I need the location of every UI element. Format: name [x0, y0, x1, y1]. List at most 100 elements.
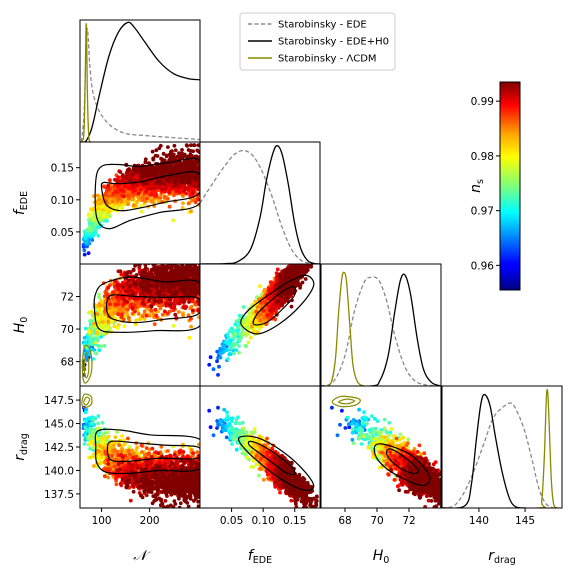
- scatter-point: [122, 194, 126, 199]
- scatter-point: [120, 312, 124, 317]
- scatter-point: [127, 270, 132, 274]
- scatter-point: [116, 298, 121, 302]
- scatter-point: [116, 194, 121, 198]
- scatter-point: [118, 188, 123, 192]
- scatter-point: [131, 267, 136, 272]
- scatter-point: [247, 310, 251, 315]
- scatter-point: [167, 274, 172, 279]
- scatter-point: [126, 315, 131, 320]
- scatter-point: [179, 180, 184, 184]
- scatter-point: [186, 258, 190, 262]
- scatter-point: [151, 248, 155, 252]
- scatter-point: [144, 286, 149, 290]
- scatter-point: [151, 156, 156, 161]
- scatter-point: [149, 186, 153, 191]
- scatter-point: [128, 178, 133, 183]
- scatter-point: [186, 313, 191, 317]
- scatter-point: [107, 299, 111, 304]
- scatter-point: [178, 253, 182, 257]
- scatter-point: [102, 185, 107, 190]
- scatter-point: [147, 298, 152, 302]
- scatter-point: [184, 253, 188, 257]
- scatter-point: [162, 164, 167, 168]
- scatter-point: [196, 308, 200, 313]
- scatter-point: [180, 176, 185, 180]
- scatter-point: [169, 256, 173, 260]
- scatter-point: [164, 259, 168, 263]
- scatter-point: [143, 264, 148, 267]
- scatter-point: [171, 268, 176, 273]
- scatter-point: [154, 180, 159, 185]
- scatter-point: [111, 290, 115, 295]
- scatter-point: [101, 208, 106, 213]
- scatter-point: [174, 259, 178, 263]
- scatter-point: [190, 244, 194, 248]
- scatter-point: [192, 290, 196, 295]
- scatter-point: [106, 183, 111, 188]
- scatter-point: [248, 318, 253, 322]
- scatter-point: [131, 197, 136, 201]
- scatter-panel-f-H: [207, 260, 314, 377]
- scatter-point: [170, 264, 174, 269]
- scatter-point: [173, 256, 177, 260]
- scatter-point: [189, 324, 194, 329]
- scatter-point: [136, 312, 141, 316]
- scatter-point: [271, 306, 276, 310]
- scatter-point: [122, 302, 126, 306]
- scatter-point: [124, 289, 128, 294]
- scatter-point: [163, 309, 167, 314]
- scatter-point: [91, 217, 96, 221]
- scatter-point: [158, 298, 163, 303]
- scatter-point: [91, 231, 96, 236]
- scatter-point: [149, 166, 154, 171]
- scatter-point: [188, 272, 192, 277]
- scatter-point: [166, 285, 171, 290]
- scatter-point: [192, 283, 196, 288]
- scatter-point: [100, 320, 104, 324]
- scatter-point: [194, 290, 199, 295]
- scatter-point: [115, 326, 120, 330]
- scatter-point: [167, 158, 172, 163]
- scatter-point: [167, 190, 172, 195]
- scatter-point: [102, 211, 107, 215]
- scatter-point: [227, 352, 232, 356]
- scatter-point: [173, 264, 177, 267]
- scatter-point: [196, 260, 200, 264]
- scatter-point: [197, 185, 200, 190]
- scatter-point: [162, 287, 167, 292]
- scatter-point: [234, 319, 239, 324]
- scatter-point: [135, 200, 140, 204]
- scatter-point: [188, 163, 192, 168]
- scatter-point: [218, 355, 223, 360]
- scatter-point: [97, 302, 102, 306]
- scatter-point: [97, 292, 101, 297]
- scatter-point: [233, 332, 237, 336]
- scatter-point: [185, 235, 189, 239]
- scatter-point: [197, 166, 200, 171]
- scatter-point: [88, 231, 92, 236]
- scatter-point: [98, 201, 102, 206]
- scatter-point: [283, 260, 287, 264]
- scatter-point: [121, 307, 126, 312]
- scatter-point: [276, 305, 281, 310]
- scatter-point: [89, 309, 94, 314]
- scatter-point: [182, 256, 186, 260]
- scatter-point: [177, 269, 182, 274]
- scatter-point: [180, 255, 184, 259]
- scatter-point: [96, 206, 101, 211]
- scatter-point: [105, 325, 110, 330]
- scatter-point: [190, 299, 195, 304]
- scatter-point: [193, 260, 197, 264]
- scatter-point: [97, 197, 102, 202]
- scatter-point: [237, 350, 241, 355]
- scatter-point: [97, 295, 101, 300]
- scatter-point: [166, 256, 170, 260]
- scatter-point: [121, 189, 126, 194]
- scatter-point: [134, 318, 139, 323]
- scatter-point: [265, 313, 270, 318]
- scatter-point: [166, 145, 170, 150]
- scatter-point: [187, 300, 191, 304]
- scatter-point: [187, 257, 191, 261]
- scatter-point: [259, 324, 263, 329]
- scatter-point: [166, 311, 170, 316]
